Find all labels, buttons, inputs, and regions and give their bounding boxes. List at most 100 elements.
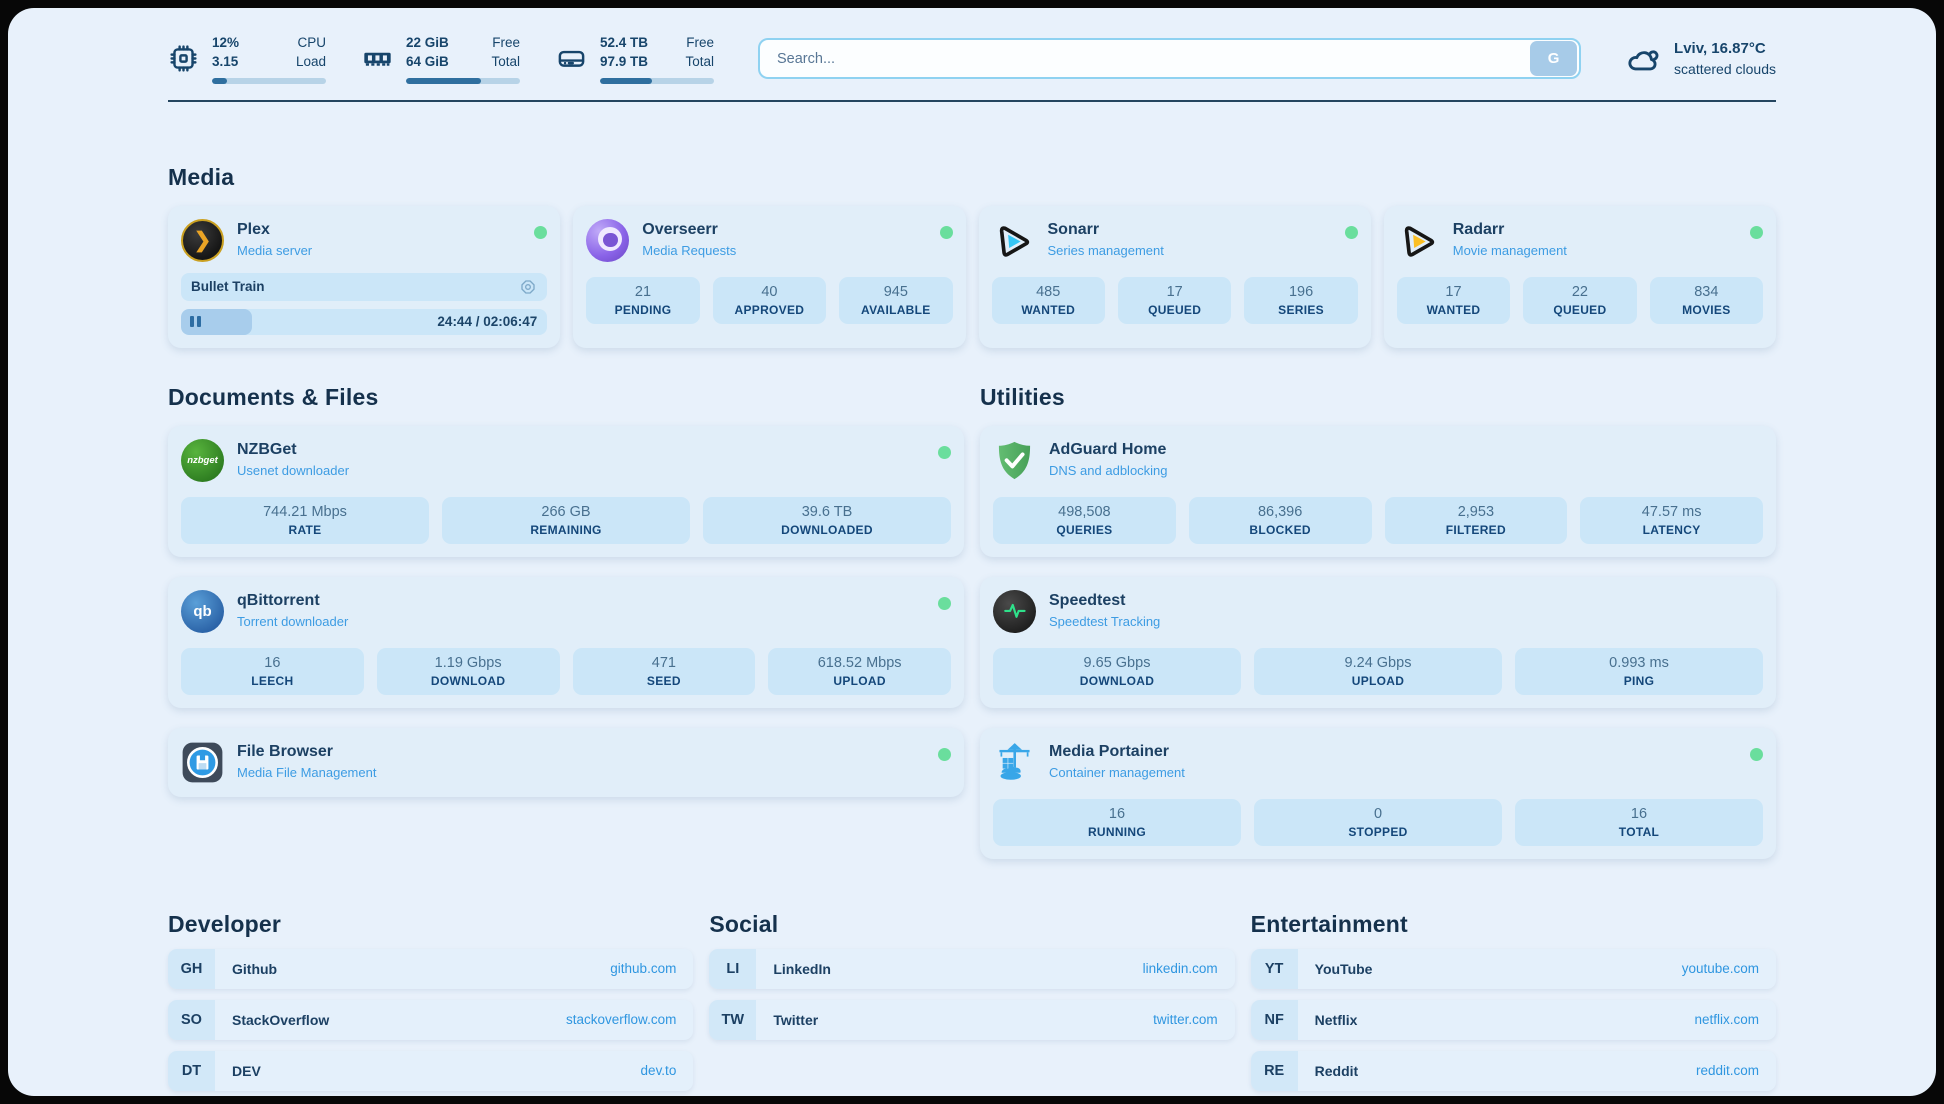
- sonarr-icon: [992, 219, 1035, 262]
- stat-box-total: 16 TOTAL: [1515, 798, 1763, 846]
- nzbget-icon: nzbget: [181, 438, 224, 482]
- link-tag: TW: [709, 999, 757, 1040]
- social-links-column: Social LI LinkedIn linkedin.com TW Twitt…: [709, 911, 1235, 1091]
- sonarr-card[interactable]: Sonarr Series management 485 WANTED 17 Q…: [978, 205, 1371, 348]
- section-heading-utilities: Utilities: [980, 383, 1065, 410]
- radarr-card[interactable]: Radarr Movie management 17 WANTED 22 QUE…: [1383, 205, 1776, 348]
- speedtest-title: Speedtest: [1049, 591, 1126, 609]
- link-url: github.com: [610, 961, 677, 977]
- stat-box-rate: 744.21 Mbps RATE: [181, 496, 429, 544]
- link-tag: YT: [1250, 948, 1298, 989]
- cpu-label: CPU: [297, 35, 326, 50]
- plex-card[interactable]: ❯ Plex Media server Bullet Train: [168, 205, 561, 348]
- stat-box-leech: 16 LEECH: [181, 647, 364, 695]
- section-heading-media: Media: [168, 163, 235, 190]
- cpu-progress-bar: [212, 77, 326, 84]
- link-linkedin[interactable]: LI LinkedIn linkedin.com: [709, 948, 1235, 989]
- search-engine-button[interactable]: G: [1530, 41, 1578, 77]
- cpu-load-label: Load: [295, 53, 326, 69]
- filebrowser-icon: [181, 741, 224, 784]
- ram-total-value: 64 GiB: [406, 53, 449, 69]
- sonarr-subtitle: Series management: [1047, 242, 1164, 258]
- link-url: linkedin.com: [1142, 961, 1218, 977]
- header-divider: [168, 99, 1776, 102]
- link-name: Netflix: [1314, 1011, 1358, 1028]
- link-url: reddit.com: [1695, 1063, 1759, 1079]
- weather-location-temp: Lviv, 16.87°C: [1674, 40, 1766, 58]
- ram-progress-bar: [406, 77, 520, 84]
- overseerr-title: Overseerr: [642, 220, 718, 238]
- portainer-title: Media Portainer: [1049, 742, 1170, 760]
- link-url: dev.to: [640, 1063, 677, 1079]
- plex-playback-time: 24:44 / 02:06:47: [437, 314, 538, 330]
- section-heading-entertainment: Entertainment: [1250, 910, 1408, 937]
- plex-title: Plex: [237, 220, 270, 238]
- radarr-title: Radarr: [1452, 220, 1505, 238]
- stat-box-wanted: 17 WANTED: [1396, 276, 1511, 324]
- qbittorrent-subtitle: Torrent downloader: [237, 613, 349, 629]
- link-tag: RE: [1250, 1050, 1298, 1091]
- stat-box-wanted: 485 WANTED: [991, 276, 1105, 324]
- filebrowser-card[interactable]: File Browser Media File Management: [168, 727, 964, 797]
- stat-box-upload: 9.24 Gbps UPLOAD: [1254, 647, 1502, 695]
- ram-total-label: Total: [491, 53, 520, 69]
- qbittorrent-icon: qb: [181, 589, 224, 633]
- session-icon: [519, 278, 537, 296]
- link-reddit[interactable]: RE Reddit reddit.com: [1250, 1050, 1776, 1091]
- link-tag: NF: [1250, 999, 1298, 1040]
- stat-box-stopped: 0 STOPPED: [1254, 798, 1502, 846]
- link-twitter[interactable]: TW Twitter twitter.com: [709, 999, 1235, 1040]
- overseerr-subtitle: Media Requests: [642, 242, 737, 258]
- dashboard-page: 12% 3.15 CPU Load: [8, 8, 1936, 1096]
- stat-box-ping: 0.993 ms PING: [1515, 647, 1763, 695]
- link-name: DEV: [232, 1062, 261, 1079]
- weather-condition: scattered clouds: [1674, 60, 1776, 77]
- search-bar: G: [758, 38, 1582, 80]
- search-input[interactable]: [760, 50, 1531, 67]
- ram-icon: [362, 43, 393, 74]
- stat-box-pending: 21 PENDING: [586, 276, 700, 324]
- overseerr-card[interactable]: Overseerr Media Requests 21 PENDING 40 A…: [573, 205, 966, 348]
- plex-subtitle: Media server: [237, 242, 313, 258]
- weather-widget[interactable]: Lviv, 16.87°C scattered clouds: [1625, 39, 1776, 78]
- link-url: youtube.com: [1681, 961, 1759, 977]
- disk-total-label: Total: [685, 53, 714, 69]
- link-netflix[interactable]: NF Netflix netflix.com: [1250, 999, 1776, 1040]
- disk-free-label: Free: [686, 35, 714, 50]
- link-stackoverflow[interactable]: SO StackOverflow stackoverflow.com: [168, 999, 694, 1040]
- link-dev[interactable]: DT DEV dev.to: [168, 1050, 694, 1091]
- disk-icon: [556, 43, 587, 74]
- speedtest-subtitle: Speedtest Tracking: [1049, 613, 1161, 629]
- filebrowser-status-dot: [938, 747, 951, 761]
- cpu-usage-value: 12%: [212, 35, 240, 50]
- plex-playback-progress: 24:44 / 02:06:47: [181, 308, 548, 335]
- cpu-stat: 12% 3.15 CPU Load: [168, 34, 326, 84]
- link-youtube[interactable]: YT YouTube youtube.com: [1250, 948, 1776, 989]
- filebrowser-title: File Browser: [237, 742, 334, 760]
- speedtest-card[interactable]: Speedtest Speedtest Tracking 9.65 Gbps D…: [980, 576, 1776, 708]
- stat-box-movies: 834 MOVIES: [1649, 276, 1764, 324]
- stat-box-upload: 618.52 Mbps UPLOAD: [768, 647, 951, 695]
- adguard-card[interactable]: AdGuard Home DNS and adblocking 498,508 …: [980, 425, 1776, 557]
- disk-free-value: 52.4 TB: [600, 35, 649, 50]
- overseerr-status-dot: [939, 225, 953, 239]
- speedtest-icon: [993, 589, 1036, 633]
- nzbget-card[interactable]: nzbget NZBGet Usenet downloader 744.21 M…: [168, 425, 964, 557]
- sonarr-status-dot: [1344, 225, 1358, 239]
- disk-progress-bar: [600, 77, 714, 84]
- disk-progress-fill: [600, 77, 653, 84]
- portainer-card[interactable]: Media Portainer Container management 16 …: [980, 727, 1776, 859]
- stat-box-queries: 498,508 QUERIES: [993, 496, 1176, 544]
- qbittorrent-card[interactable]: qb qBittorrent Torrent downloader 16 LEE…: [168, 576, 964, 708]
- stat-box-queued: 22 QUEUED: [1523, 276, 1637, 324]
- radarr-icon: [1397, 219, 1440, 262]
- portainer-subtitle: Container management: [1049, 764, 1185, 780]
- nzbget-subtitle: Usenet downloader: [237, 462, 350, 478]
- nzbget-title: NZBGet: [237, 440, 297, 458]
- cpu-icon: [168, 43, 199, 74]
- developer-links-column: Developer GH Github github.com SO StackO…: [168, 911, 694, 1091]
- system-stats: 12% 3.15 CPU Load: [168, 34, 714, 84]
- plex-now-playing-title: Bullet Train: [191, 279, 265, 295]
- link-github[interactable]: GH Github github.com: [168, 948, 694, 989]
- link-tag: GH: [168, 948, 215, 989]
